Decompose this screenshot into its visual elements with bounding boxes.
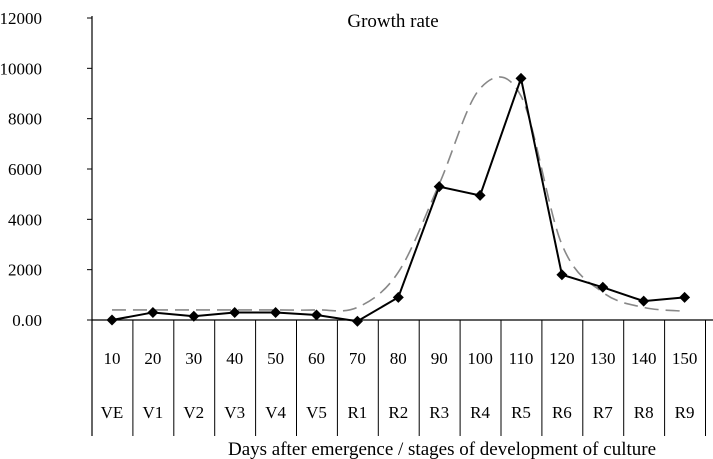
growth-rate-series [106, 72, 691, 327]
x-category-label: 110 [509, 349, 534, 368]
data-point-marker [311, 309, 322, 321]
stage-label: V2 [183, 403, 204, 422]
stage-label: R5 [511, 403, 531, 422]
y-tick-label: 12000 [0, 9, 42, 28]
x-category-label: 70 [349, 349, 366, 368]
x-category-label: 100 [467, 349, 493, 368]
data-point-marker [147, 306, 159, 318]
data-point-marker [638, 295, 650, 307]
stage-label: R9 [675, 403, 695, 422]
y-tick-label: 10000 [0, 59, 42, 78]
x-category-label: 140 [631, 349, 657, 368]
x-category-label: 120 [549, 349, 575, 368]
growth-rate-line [111, 74, 685, 323]
stage-label: R1 [347, 403, 367, 422]
fit-curve-line [112, 76, 685, 312]
x-category-label: 10 [104, 349, 121, 368]
data-point-marker [556, 269, 568, 281]
data-point-marker [392, 291, 404, 303]
data-point-marker [474, 189, 486, 201]
data-point-marker [106, 314, 118, 326]
stage-label: V5 [306, 403, 327, 422]
y-tick-label: 8000 [8, 110, 42, 129]
y-tick-label: 2000 [8, 261, 42, 280]
x-category-label: 40 [226, 349, 243, 368]
data-point-marker [229, 306, 241, 318]
y-tick-label: 6000 [8, 160, 42, 179]
x-axis-label: Days after emergence / stages of develop… [228, 439, 656, 459]
x-category-label: 150 [672, 349, 698, 368]
stage-label: V1 [143, 403, 164, 422]
y-tick-label: 4000 [8, 210, 42, 229]
data-point-marker [597, 281, 609, 293]
x-category-label: 80 [390, 349, 407, 368]
data-point-marker [270, 306, 282, 318]
x-category-label: 30 [185, 349, 202, 368]
stage-label: VE [101, 403, 124, 422]
chart-title: Growth rate [347, 11, 438, 32]
x-category-label: 130 [590, 349, 616, 368]
axes [91, 16, 713, 436]
data-point-marker [188, 310, 200, 322]
data-point-marker [679, 291, 691, 303]
stage-label: R4 [470, 403, 490, 422]
fit-curve-series [112, 76, 685, 312]
stage-label: R2 [388, 403, 408, 422]
stage-label: V4 [265, 403, 286, 422]
x-category-label: 90 [431, 349, 448, 368]
data-point-marker [433, 181, 445, 193]
stage-label: R6 [552, 403, 572, 422]
y-tick-label: 0.00 [12, 311, 42, 330]
stage-label: R3 [429, 403, 449, 422]
x-category-label: 20 [144, 349, 161, 368]
data-point-marker [351, 315, 363, 327]
stage-label: R8 [634, 403, 654, 422]
stage-label: V3 [224, 403, 245, 422]
y-tick-labels: 0.00 2000 4000 6000 8000 10000 12000 [0, 9, 92, 330]
x-category-labels: 10 20 30 40 50 60 70 80 90 100 110 120 130 140 150 [104, 349, 698, 368]
stage-label: R7 [593, 403, 613, 422]
x-category-label: 60 [308, 349, 325, 368]
data-point-marker [515, 72, 527, 84]
x-category-label: 50 [267, 349, 284, 368]
stage-labels: VE V1 V2 V3 V4 V5 R1 R2 R3 R4 R5 R6 R7 R8 R9 [101, 403, 695, 422]
